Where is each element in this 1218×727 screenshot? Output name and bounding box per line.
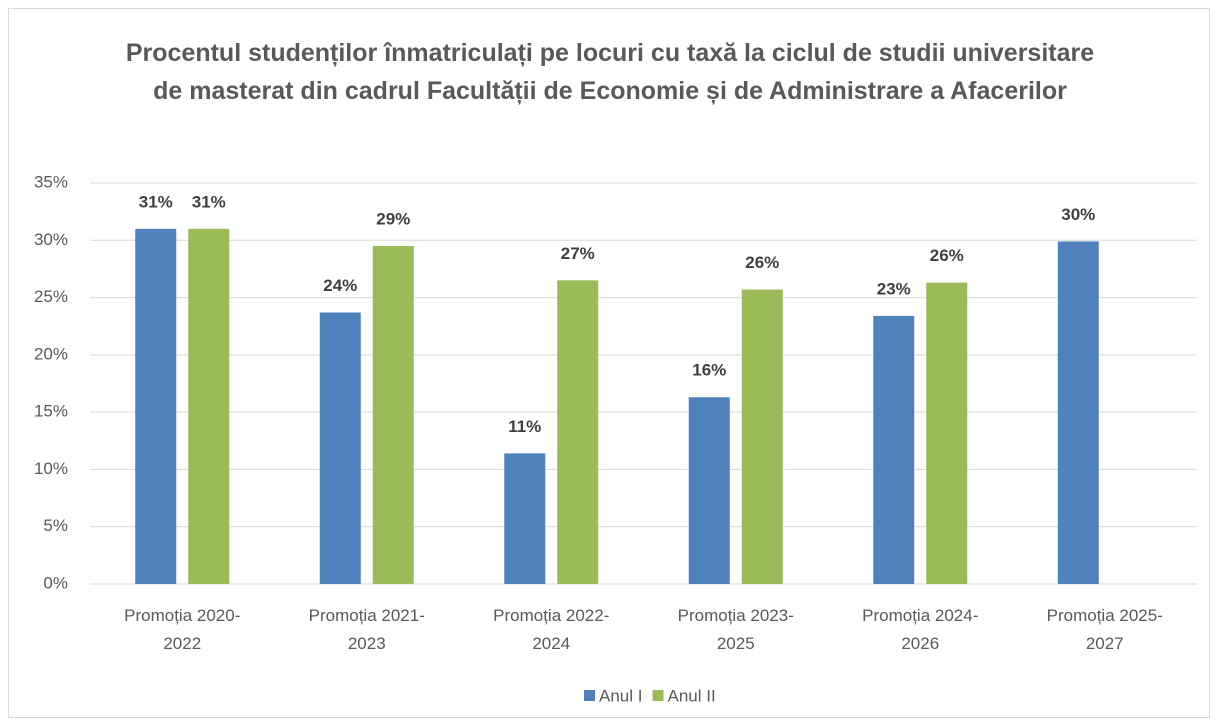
x-tick-label: Promoția 2021-2023 [309, 606, 425, 653]
y-tick-label: 20% [34, 344, 68, 363]
bar [135, 228, 177, 585]
data-label: 31% [139, 192, 173, 211]
x-tick-label: Promoția 2023-2025 [678, 606, 794, 653]
bar [688, 397, 730, 584]
bar [1057, 241, 1099, 584]
data-label: 16% [692, 361, 726, 380]
legend-swatch [652, 690, 664, 701]
y-tick-label: 25% [34, 287, 68, 306]
y-tick-label: 35% [34, 172, 68, 191]
y-tick-label: 10% [34, 459, 68, 478]
data-label: 24% [323, 276, 357, 295]
x-tick-label: Promoția 2020-2022 [124, 606, 240, 653]
bar [504, 453, 546, 584]
data-label: 23% [877, 279, 911, 298]
x-tick-label: Promoția 2022-2024 [493, 606, 609, 653]
x-tick-label: Promoția 2024-2026 [862, 606, 978, 653]
y-tick-label: 30% [34, 230, 68, 249]
bar [319, 312, 361, 584]
y-tick-label: 15% [34, 402, 68, 421]
bar [926, 282, 968, 584]
data-label: 26% [930, 246, 964, 265]
chart-title: Procentul studenților înmatriculați pe l… [125, 39, 1095, 105]
y-tick-label: 0% [43, 573, 68, 592]
x-tick-label: Promoția 2025-2027 [1047, 606, 1163, 653]
data-label: 27% [561, 244, 595, 263]
data-label: 30% [1061, 205, 1095, 224]
bar [372, 246, 414, 584]
data-label: 11% [508, 417, 541, 436]
legend-swatch [584, 690, 595, 701]
data-label: 29% [376, 209, 410, 228]
bar [188, 228, 230, 585]
data-label: 26% [745, 253, 779, 272]
bar [557, 280, 599, 584]
bar [873, 315, 915, 584]
legend-label: Anul II [667, 686, 715, 705]
bar [741, 289, 783, 584]
data-label: 31% [192, 192, 226, 211]
legend-label: Anul I [599, 686, 642, 705]
y-tick-label: 5% [43, 516, 68, 535]
